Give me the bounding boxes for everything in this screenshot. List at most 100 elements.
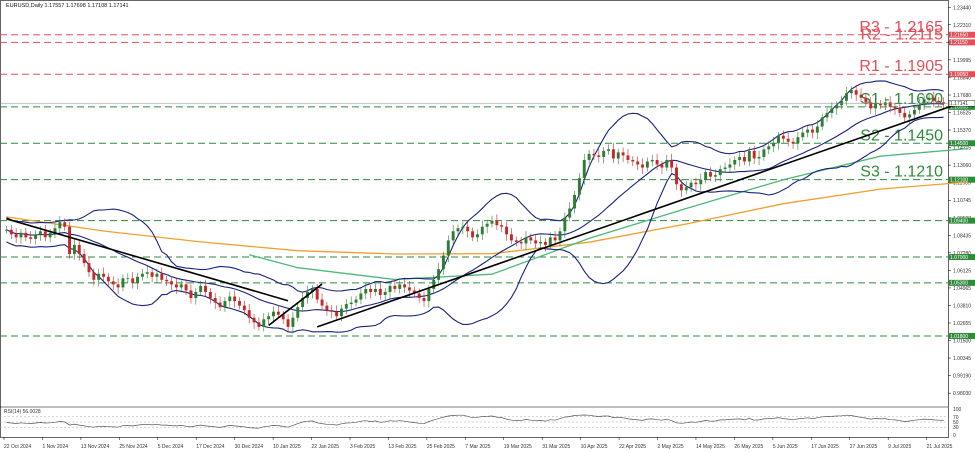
candle-body	[441, 255, 445, 270]
y-tick-label: 1.07280	[953, 251, 971, 257]
x-tick-label: 30 Dec 2024	[235, 444, 264, 450]
candle-body	[140, 273, 144, 277]
candle-body	[689, 182, 693, 188]
candle-body	[660, 164, 664, 168]
candle-body	[242, 305, 246, 311]
candle-body	[529, 237, 533, 241]
x-tick-label: 17 Jun 2025	[811, 444, 839, 450]
candle-body	[820, 117, 824, 127]
candle-body	[781, 135, 785, 139]
candle-body	[354, 299, 358, 303]
level-tag: 1.09400	[950, 218, 968, 224]
candle-body	[937, 100, 941, 103]
candle-body	[786, 138, 790, 142]
candle-body	[116, 284, 120, 288]
candle-body	[752, 150, 756, 159]
candle-body	[733, 159, 737, 165]
y-tick-label: 0.98030	[953, 391, 971, 397]
x-tick-label: 27 Jun 2025	[850, 444, 878, 450]
candle-body	[48, 232, 52, 238]
x-tick-label: 25 Nov 2024	[119, 444, 148, 450]
candle-body	[893, 106, 897, 109]
candle-body	[53, 228, 57, 233]
candle-body	[514, 240, 518, 242]
candle-body	[9, 229, 13, 235]
y-tick-label: 0.99190	[953, 374, 971, 380]
candle-body	[747, 150, 751, 162]
trendlines: 1.17141	[0, 99, 975, 328]
candle-body	[636, 161, 640, 165]
candle-body	[320, 299, 324, 306]
x-tick-label: 22 Oct 2024	[4, 444, 31, 450]
level-tag-box	[949, 103, 975, 110]
candle-body	[82, 254, 86, 264]
candle-body	[38, 231, 42, 235]
candle-body	[616, 152, 620, 159]
candle-body	[568, 208, 572, 218]
candle-body	[767, 146, 771, 150]
level-label: S1 - 1.1690	[860, 91, 943, 108]
candle-body	[349, 302, 353, 305]
candlesticks	[4, 85, 946, 334]
candle-body	[602, 150, 606, 157]
candle-body	[509, 234, 513, 241]
candle-body	[223, 301, 227, 308]
x-tick-label: 5 Jun 2025	[773, 444, 798, 450]
level-tag-box	[949, 140, 975, 147]
trendline	[6, 218, 289, 302]
x-tick-label: 14 May 2025	[696, 444, 725, 450]
candle-body	[378, 288, 382, 295]
rsi-tick-label: 100	[953, 407, 962, 413]
candle-body	[374, 288, 377, 292]
x-tick-label: 13 Nov 2024	[81, 444, 110, 450]
candle-body	[14, 234, 18, 238]
x-tick-label: 19 Mar 2025	[504, 444, 532, 450]
candle-body	[111, 281, 115, 285]
x-tick-label: 1 Nov 2024	[42, 444, 68, 450]
level-tag: 1.12100	[950, 177, 968, 183]
candle-body	[301, 298, 305, 308]
candle-body	[199, 285, 203, 292]
candle-body	[456, 228, 460, 232]
candle-body	[174, 284, 178, 288]
candle-body	[315, 288, 319, 300]
x-tick-label: 26 May 2025	[734, 444, 763, 450]
y-tick-label: 1.16525	[953, 111, 971, 117]
level-tag: 1.21150	[950, 40, 968, 46]
y-tick-label: 1.15370	[953, 128, 971, 134]
candle-body	[704, 172, 708, 180]
candle-body	[466, 226, 470, 232]
candle-body	[621, 152, 625, 156]
y-tick-label: 1.13060	[953, 163, 971, 169]
candle-body	[859, 94, 863, 98]
current-price-box	[948, 99, 975, 107]
candle-body	[194, 291, 198, 299]
candle-body	[184, 284, 188, 291]
candle-body	[136, 276, 139, 283]
level-tag: 1.16900	[950, 105, 968, 111]
y-tick-label: 1.17680	[953, 93, 971, 99]
candle-body	[495, 220, 499, 226]
candle-body	[170, 281, 173, 285]
candle-body	[393, 285, 397, 289]
candle-body	[437, 269, 441, 280]
candle-body	[874, 103, 878, 109]
candle-body	[825, 112, 829, 118]
candle-body	[728, 164, 732, 168]
candle-body	[878, 103, 882, 106]
x-tick-label: 3 Feb 2025	[350, 444, 376, 450]
x-tick-label: 13 Feb 2025	[388, 444, 416, 450]
candle-body	[213, 298, 217, 303]
candle-body	[534, 240, 538, 244]
candle-body	[912, 109, 916, 115]
y-tick-label: 1.10745	[953, 198, 971, 204]
candle-body	[772, 143, 776, 147]
candle-body	[607, 149, 610, 151]
candle-body	[927, 97, 931, 100]
current-price-tag: 1.17141	[950, 101, 968, 107]
candle-body	[645, 161, 649, 168]
candle-body	[791, 141, 795, 144]
candle-body	[150, 272, 154, 277]
moving-average-line	[6, 181, 968, 255]
candle-body	[131, 278, 135, 283]
